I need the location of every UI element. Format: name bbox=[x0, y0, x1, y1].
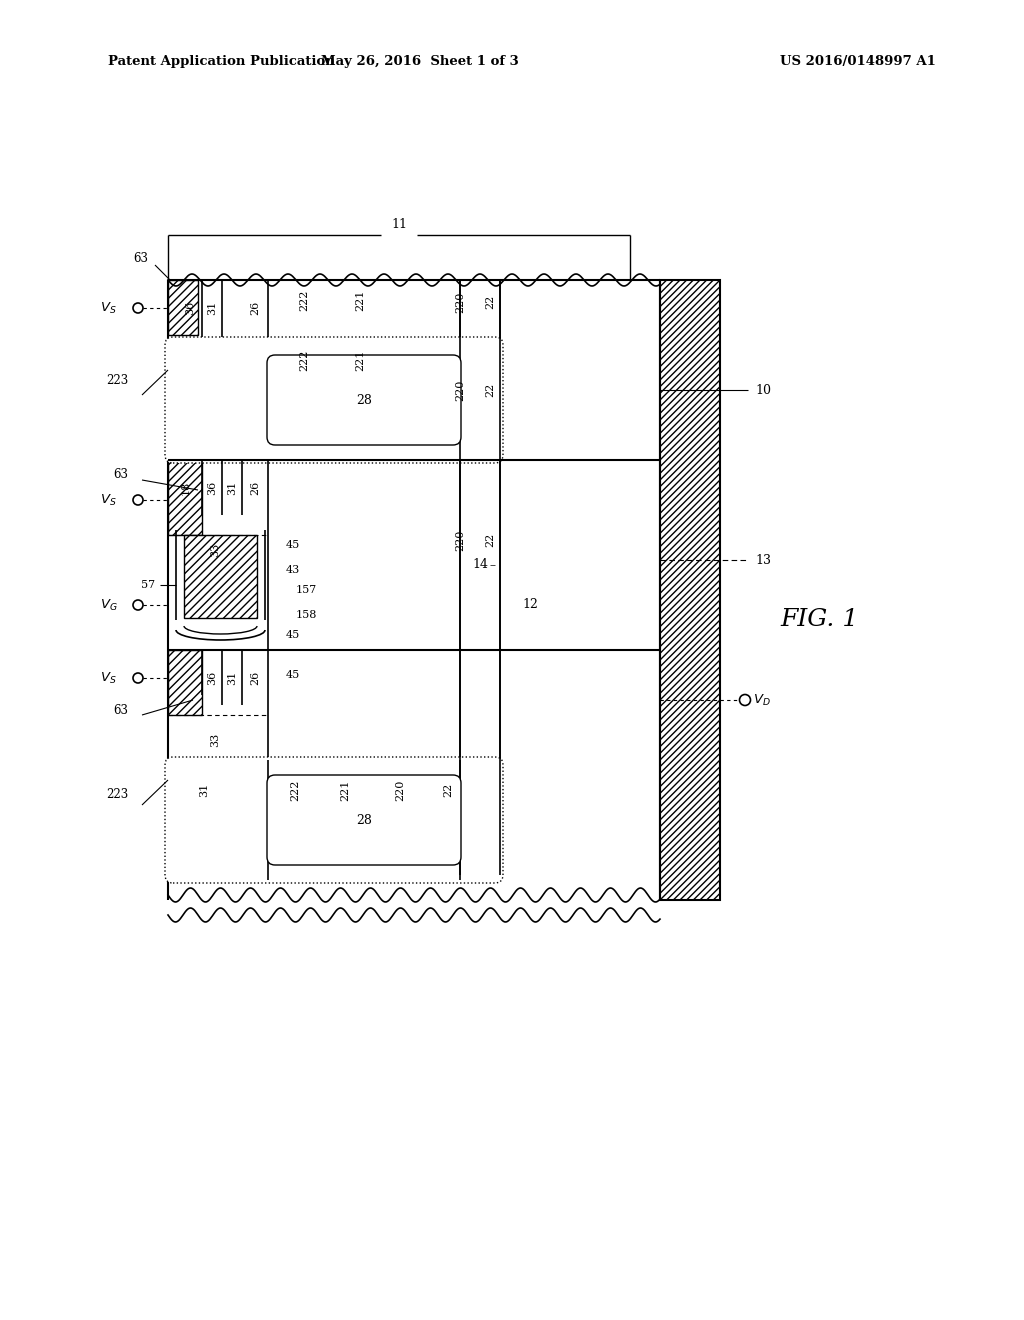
Text: FIG. 1: FIG. 1 bbox=[781, 609, 859, 631]
Text: 220: 220 bbox=[455, 379, 465, 401]
Text: 36: 36 bbox=[207, 480, 217, 495]
Text: 45: 45 bbox=[286, 540, 300, 550]
FancyBboxPatch shape bbox=[165, 337, 503, 463]
Bar bbox=[660, 280, 720, 900]
Text: 14: 14 bbox=[472, 558, 488, 572]
Text: 220: 220 bbox=[395, 779, 406, 801]
Text: 45: 45 bbox=[286, 630, 300, 640]
Text: 63: 63 bbox=[133, 252, 148, 264]
Text: US 2016/0148997 A1: US 2016/0148997 A1 bbox=[780, 55, 936, 69]
Text: $V_S$: $V_S$ bbox=[100, 301, 117, 315]
FancyBboxPatch shape bbox=[165, 756, 503, 883]
Text: 28: 28 bbox=[356, 813, 372, 826]
FancyBboxPatch shape bbox=[267, 355, 461, 445]
Text: 26: 26 bbox=[250, 480, 260, 495]
Text: 31: 31 bbox=[199, 783, 209, 797]
Text: May 26, 2016  Sheet 1 of 3: May 26, 2016 Sheet 1 of 3 bbox=[322, 55, 519, 69]
Text: 22: 22 bbox=[443, 783, 453, 797]
Text: 22: 22 bbox=[485, 294, 495, 309]
Text: 220: 220 bbox=[455, 529, 465, 550]
Text: 33: 33 bbox=[210, 733, 220, 747]
Bar bbox=[168, 459, 202, 535]
Text: 222: 222 bbox=[299, 289, 309, 310]
Text: 31: 31 bbox=[207, 301, 217, 315]
Text: 223: 223 bbox=[105, 374, 128, 387]
Text: 33: 33 bbox=[210, 543, 220, 557]
Text: 13: 13 bbox=[755, 553, 771, 566]
Text: 28: 28 bbox=[356, 393, 372, 407]
Text: 22: 22 bbox=[485, 383, 495, 397]
Text: $V_D$: $V_D$ bbox=[753, 693, 771, 708]
Text: 36: 36 bbox=[185, 301, 195, 315]
Text: 36: 36 bbox=[207, 671, 217, 685]
Text: 26: 26 bbox=[250, 301, 260, 315]
Text: $V_G$: $V_G$ bbox=[100, 598, 118, 612]
Text: Patent Application Publication: Patent Application Publication bbox=[108, 55, 335, 69]
Text: 221: 221 bbox=[340, 779, 350, 801]
Text: 220: 220 bbox=[455, 292, 465, 313]
Bar bbox=[184, 535, 257, 618]
Text: 222: 222 bbox=[290, 779, 300, 801]
Text: 223: 223 bbox=[105, 788, 128, 801]
Text: 45: 45 bbox=[286, 671, 300, 680]
Text: 10: 10 bbox=[755, 384, 771, 396]
Text: 222: 222 bbox=[299, 350, 309, 371]
Text: 11: 11 bbox=[391, 219, 407, 231]
Text: 63: 63 bbox=[113, 469, 128, 482]
Text: 158: 158 bbox=[296, 610, 317, 620]
Text: 57: 57 bbox=[141, 579, 155, 590]
Bar bbox=[168, 649, 202, 715]
Text: 43: 43 bbox=[286, 565, 300, 576]
Text: 12: 12 bbox=[522, 598, 538, 611]
Bar bbox=[168, 280, 198, 335]
Text: 63: 63 bbox=[113, 704, 128, 717]
FancyBboxPatch shape bbox=[267, 775, 461, 865]
Text: 31: 31 bbox=[227, 480, 237, 495]
Text: 18: 18 bbox=[181, 480, 191, 495]
Text: 221: 221 bbox=[355, 289, 365, 310]
Text: 22: 22 bbox=[485, 533, 495, 546]
Text: 31: 31 bbox=[227, 671, 237, 685]
Text: $V_S$: $V_S$ bbox=[100, 671, 117, 685]
Text: 221: 221 bbox=[355, 350, 365, 371]
Text: 26: 26 bbox=[250, 671, 260, 685]
Text: 157: 157 bbox=[296, 585, 317, 595]
Text: $V_S$: $V_S$ bbox=[100, 492, 117, 508]
